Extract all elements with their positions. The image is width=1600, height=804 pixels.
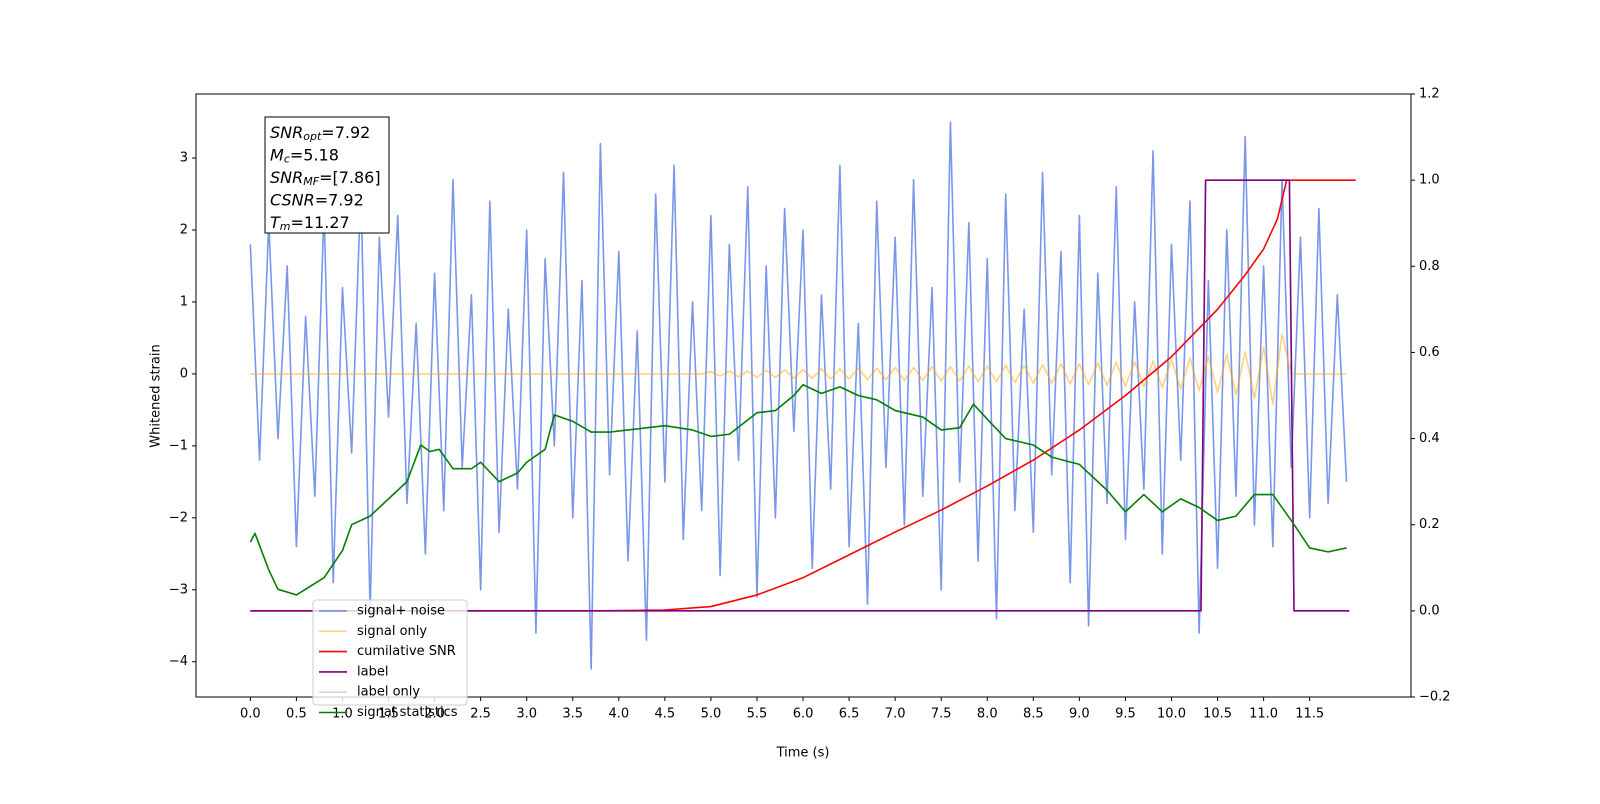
x-tick-label: 6.0	[793, 707, 814, 722]
x-tick-label: 3.5	[562, 707, 583, 722]
series-line	[249, 121, 1348, 670]
legend-label: label only	[357, 685, 420, 700]
annotation-sub: m	[280, 220, 291, 233]
annotation-rest: =7.92	[315, 190, 364, 209]
x-tick-label: 0.0	[240, 707, 261, 722]
annotation-base: SNR	[270, 168, 303, 187]
y2-tick-label: 1.2	[1419, 87, 1440, 102]
series-line	[250, 179, 1356, 612]
y-tick-label: −1	[169, 438, 188, 453]
x-tick-label: 9.5	[1115, 707, 1136, 722]
annotation-base: CSNR	[270, 190, 315, 209]
x-tick-label: 5.0	[701, 707, 722, 722]
x-tick-label: 10.0	[1157, 707, 1186, 722]
annotation-sub: c	[284, 153, 290, 166]
x-tick-label: 8.0	[977, 707, 998, 722]
x-tick-label: 11.5	[1295, 707, 1324, 722]
x-tick-label: 0.5	[286, 707, 307, 722]
y2-tick-label: 0.6	[1419, 345, 1440, 360]
legend-box	[312, 599, 468, 706]
annotation-rest: =11.27	[291, 213, 350, 232]
plot-area	[249, 121, 1356, 670]
annotation-rest: =[7.86]	[319, 168, 381, 187]
y2-tick-label: −0.2	[1419, 690, 1451, 705]
series-line	[249, 383, 1347, 596]
annotation-box	[264, 116, 390, 234]
y-tick-label: −2	[169, 510, 188, 525]
x-tick-label: 2.5	[470, 707, 491, 722]
y-axis-label: Whitened strain	[149, 344, 164, 447]
annotation: SNRopt=7.92Mc=5.18SNRMF=[7.86]CSNR=7.92T…	[264, 116, 390, 234]
annotation-base: M	[270, 145, 284, 164]
x-tick-label: 3.0	[516, 707, 537, 722]
x-tick-label: 4.5	[655, 707, 676, 722]
annotation-line: Mc=5.18	[270, 145, 339, 166]
annotation-line: CSNR=7.92	[270, 190, 364, 209]
legend-label: label	[357, 664, 388, 679]
y-tick-label: −3	[169, 582, 188, 597]
y-tick-label: 1	[180, 294, 188, 309]
y-tick-label: −4	[169, 654, 188, 669]
x-tick-label: 10.5	[1203, 707, 1232, 722]
annotation-sub: opt	[303, 130, 322, 143]
annotation-line: SNRopt=7.92	[270, 123, 370, 144]
y2-tick-label: 0.4	[1419, 431, 1440, 446]
y-tick-label: 3	[180, 151, 188, 166]
series-line	[250, 179, 1350, 612]
legend-label: cumilative SNR	[357, 644, 456, 659]
x-axis-label: Time (s)	[776, 746, 830, 761]
legend: signal+ noise signal only cumilative SNR la…	[312, 599, 468, 720]
x-tick-label: 1.0	[332, 707, 353, 722]
x-tick-label: 9.0	[1069, 707, 1090, 722]
y-tick-label: 2	[180, 222, 188, 237]
annotation-line: Tm=11.27	[270, 213, 350, 234]
y2-tick-label: 1.0	[1419, 173, 1440, 188]
y2-tick-label: 0.2	[1419, 517, 1440, 532]
annotation-rest: =5.18	[290, 145, 339, 164]
y-tick-label: 0	[180, 366, 188, 381]
x-tick-label: 1.5	[378, 707, 399, 722]
legend-label: signal statistics	[357, 705, 458, 720]
x-tick-label: 7.5	[931, 707, 952, 722]
annotation-rest: =7.92	[321, 123, 370, 142]
series-line	[250, 179, 1350, 612]
x-tick-label: 7.0	[885, 707, 906, 722]
x-tick-label: 4.0	[608, 707, 629, 722]
annotation-sub: MF	[303, 175, 319, 188]
x-tick-label: 6.5	[839, 707, 860, 722]
x-tick-label: 8.5	[1023, 707, 1044, 722]
x-tick-label: 2.0	[424, 707, 445, 722]
series-line	[250, 333, 1347, 405]
legend-label: signal only	[357, 624, 427, 639]
y2-tick-label: 0.8	[1419, 259, 1440, 274]
legend-label: signal+ noise	[357, 604, 445, 619]
x-tick-label: 11.0	[1249, 707, 1278, 722]
x-tick-label: 5.5	[747, 707, 768, 722]
annotation-base: T	[270, 213, 281, 232]
annotation-base: SNR	[270, 123, 303, 142]
y2-tick-label: 0.0	[1419, 603, 1440, 618]
annotation-line: SNRMF=[7.86]	[270, 168, 381, 189]
